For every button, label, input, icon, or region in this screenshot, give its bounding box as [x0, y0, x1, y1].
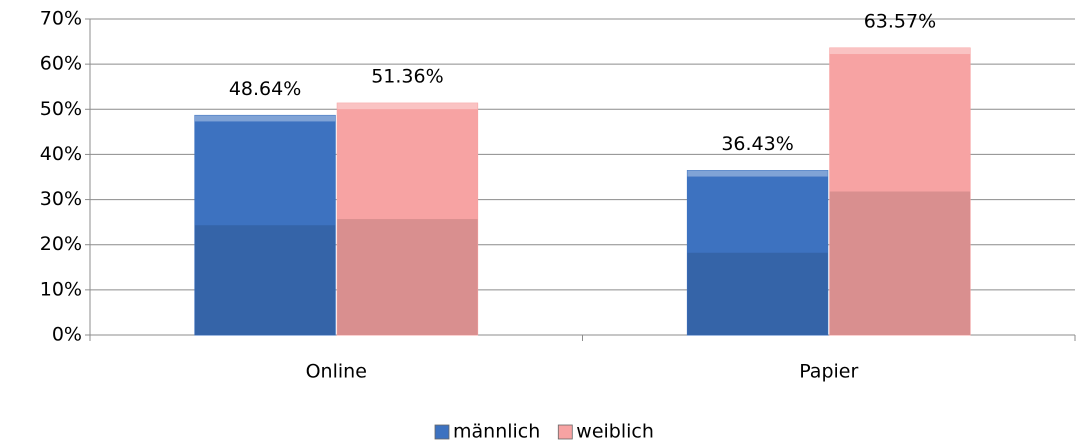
bar-shade [829, 191, 971, 335]
value-label: 63.57% [864, 11, 936, 33]
bar-highlight [829, 48, 971, 55]
y-tick-label: 50% [40, 98, 82, 120]
y-tick-label: 0% [52, 324, 82, 346]
legend-label: männlich [453, 421, 540, 443]
legend-swatch [557, 424, 573, 440]
x-tick-label: Online [306, 361, 367, 383]
bar [336, 102, 479, 336]
legend-swatch [434, 424, 450, 440]
value-label: 36.43% [721, 133, 793, 155]
x-tick-label: Papier [799, 361, 858, 383]
y-tick-label: 30% [40, 188, 82, 210]
bar-shade [687, 252, 828, 335]
bar-highlight [194, 115, 336, 122]
value-label: 48.64% [229, 78, 301, 100]
y-tick-label: 20% [40, 233, 82, 255]
value-label: 51.36% [371, 66, 443, 88]
bar-highlight [687, 170, 828, 177]
y-tick-label: 60% [40, 53, 82, 75]
bar-shade [194, 225, 336, 335]
bar-highlight [337, 103, 478, 110]
bar [194, 114, 336, 336]
bar-shade [337, 219, 478, 335]
y-tick-label: 40% [40, 143, 82, 165]
y-tick-label: 70% [40, 8, 82, 30]
y-tick-label: 10% [40, 278, 82, 300]
bar [686, 170, 829, 336]
bar [829, 47, 971, 336]
legend-label: weiblich [576, 421, 654, 443]
